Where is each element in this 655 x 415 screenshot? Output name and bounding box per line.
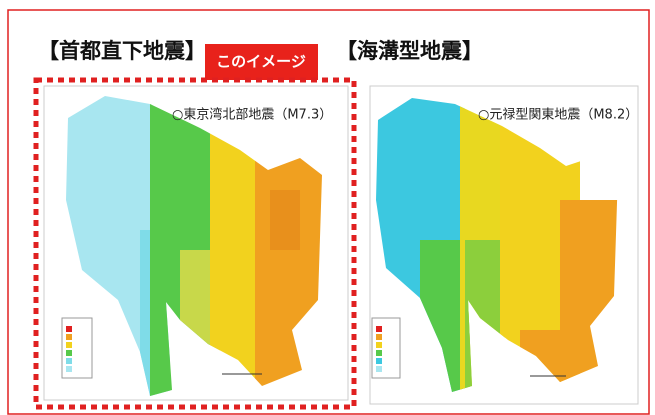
badge-text: このイメージ (216, 53, 306, 71)
right-map-caption: ○元禄型関東地震（M8.2） (478, 107, 638, 123)
left-legend (61, 317, 262, 379)
left-map-caption: ○東京湾北部地震（M7.3） (172, 107, 332, 123)
outer-frame (7, 9, 650, 415)
highlight-frame (33, 77, 357, 410)
right-title: 【海溝型地震】 (336, 39, 483, 63)
badge-box (205, 44, 318, 80)
left-title: 【首都直下地震】 (38, 39, 206, 63)
right-legend (371, 317, 566, 379)
